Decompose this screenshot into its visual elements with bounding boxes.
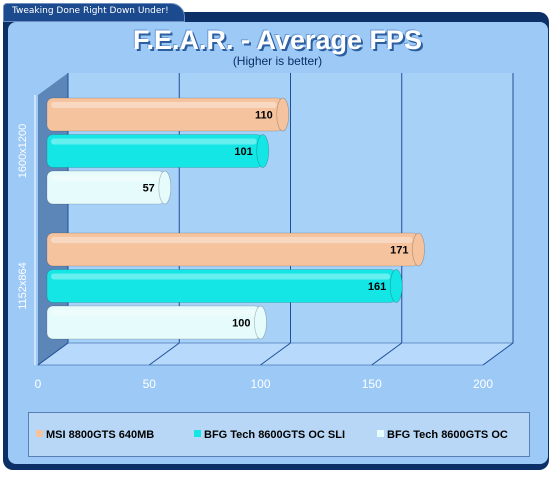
legend-item: BFG Tech 8600GTS OC SLI [194,429,345,441]
bar-cap [256,134,270,168]
bar-highlight [51,273,391,280]
bar-value-label: 110 [255,110,273,122]
bar-highlight [51,310,255,316]
chart-subtitle: (Higher is better) [232,54,323,68]
chart-title: F.E.A.R. - Average FPS [132,25,423,55]
legend-label: BFG Tech 8600GTS OC SLI [204,429,345,441]
legend-label: MSI 8800GTS 640MB [46,429,155,441]
bar-highlight [51,175,159,181]
bar-cap [412,232,425,267]
bar-value-label: 161 [368,281,386,293]
y-category-label: 1600x1200 [17,124,29,178]
bar-cap [158,170,172,205]
legend-swatch-msi [36,430,43,437]
legend-swatch-bfg [377,430,384,437]
bar-value-label: 101 [234,146,252,158]
chart-legend: MSI 8800GTS 640MB BFG Tech 8600GTS OC SL… [28,412,530,457]
legend-swatch-bfg-sli [194,430,201,437]
bar-highlight [51,237,413,243]
bar-value-label: 171 [390,245,408,257]
bar-highlight [51,138,257,145]
bar-cap [254,305,267,340]
legend-item: BFG Tech 8600GTS OC [377,429,508,441]
bar-highlight [51,102,277,108]
x-tick-label: 0 [35,377,42,391]
gridline-floor [260,342,291,366]
gridline-floor [37,342,69,366]
site-tagline: Tweaking Done Right Down Under! [12,6,169,16]
x-tick-label: 200 [473,377,493,391]
x-tick-label: 100 [250,377,270,391]
x-tick-label: 150 [362,377,382,391]
bar-cap [389,269,403,303]
bar-value-label: 100 [232,318,250,330]
x-tick-label: 50 [143,377,157,391]
bar-cap [276,97,290,132]
y-category-label: 1152x864 [17,262,29,310]
gridline-floor [148,342,180,366]
legend-item: MSI 8800GTS 640MB [36,429,154,441]
gridline-floor [482,342,514,366]
gridline-floor [371,342,403,366]
bar-value-label: 57 [143,183,155,195]
site-tab: Tweaking Done Right Down Under! [3,3,185,22]
legend-label: BFG Tech 8600GTS OC [387,429,508,441]
